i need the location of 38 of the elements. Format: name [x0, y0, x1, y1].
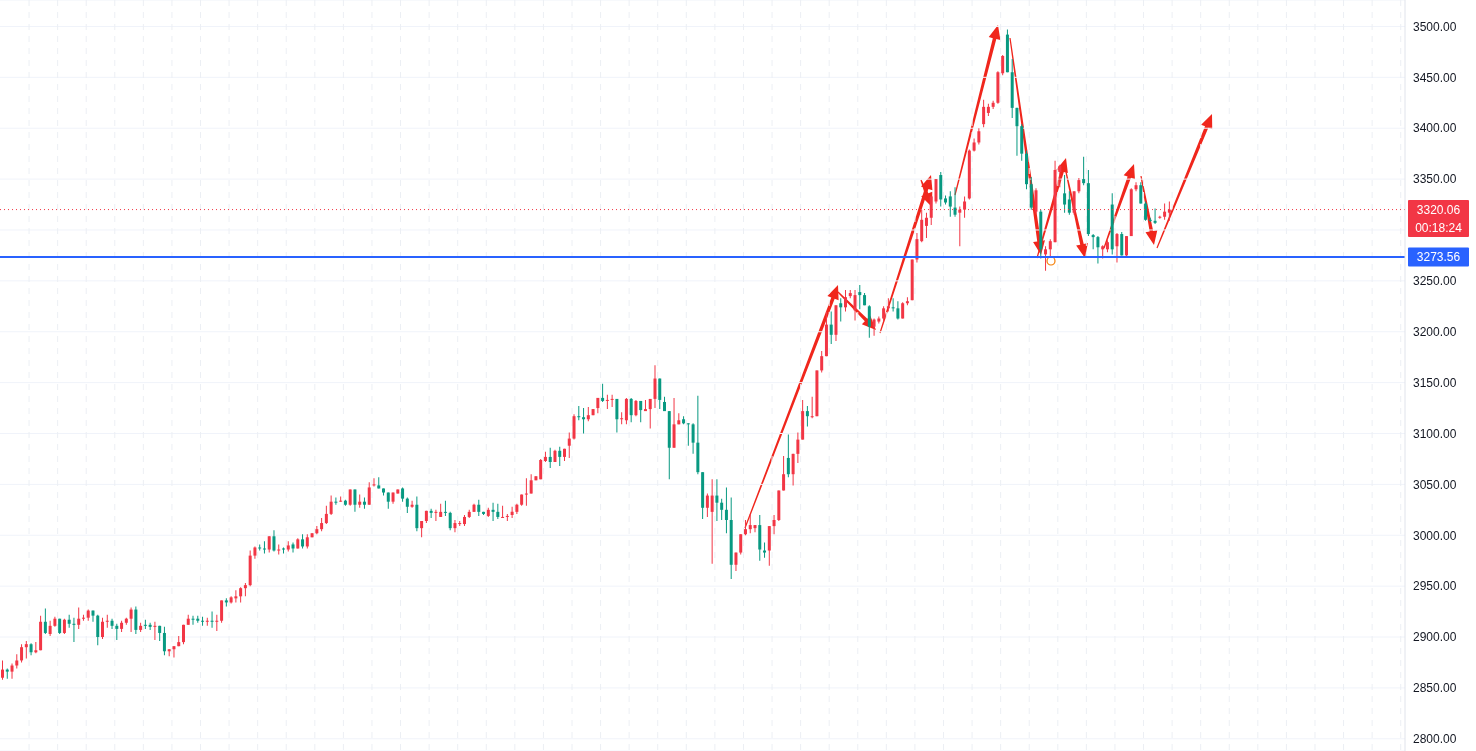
- candlestick: [153, 621, 157, 641]
- candlestick: [215, 614, 219, 631]
- candlestick: [524, 478, 528, 506]
- y-tick-label: 3150.00: [1413, 375, 1457, 390]
- y-tick-label: 2950.00: [1413, 579, 1457, 594]
- y-tick-label: 3250.00: [1413, 274, 1457, 289]
- candlestick: [610, 394, 614, 408]
- candlestick: [605, 394, 609, 410]
- y-tick-label: 2800.00: [1413, 732, 1457, 747]
- candlestick: [443, 500, 447, 516]
- candlestick: [577, 406, 581, 421]
- candlestick: [763, 542, 767, 558]
- candlestick: [262, 541, 266, 554]
- y-tick-label: 3500.00: [1413, 19, 1457, 34]
- ref-line-label: 3273.56: [1416, 250, 1461, 265]
- candlestick: [686, 423, 690, 446]
- candlestick: [105, 614, 109, 628]
- y-tick-label: 3350.00: [1413, 172, 1457, 187]
- candlestick: [582, 408, 586, 434]
- y-tick-label: 3100.00: [1413, 426, 1457, 441]
- y-tick-label: 2900.00: [1413, 630, 1457, 645]
- ref-line-label: 3320.06: [1416, 203, 1461, 218]
- candlestick: [210, 611, 214, 628]
- candlestick: [501, 505, 505, 518]
- candlestick: [434, 509, 438, 522]
- candlestick: [891, 298, 895, 312]
- candlestick: [620, 412, 624, 425]
- candlestick: [277, 544, 281, 555]
- candlestick: [72, 617, 76, 643]
- text: 00:18:24: [1415, 221, 1463, 236]
- candlestick: [258, 544, 262, 551]
- y-tick-label: 3450.00: [1413, 70, 1457, 85]
- y-tick-label: 3000.00: [1413, 528, 1457, 543]
- y-tick-label: 3400.00: [1413, 121, 1457, 136]
- y-tick-label: 3200.00: [1413, 325, 1457, 339]
- candlestick: [810, 396, 814, 419]
- y-tick-label: 2850.00: [1413, 681, 1457, 696]
- y-tick-label: 3050.00: [1413, 477, 1457, 492]
